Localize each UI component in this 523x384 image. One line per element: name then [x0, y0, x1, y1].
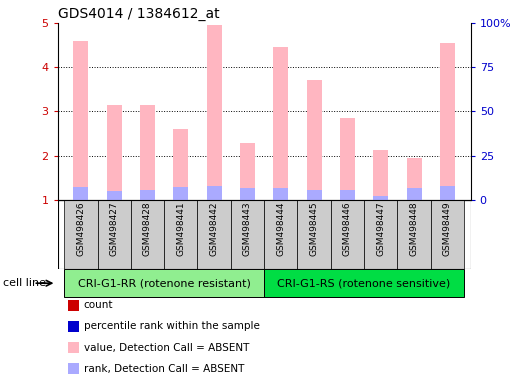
Bar [73, 187, 88, 200]
FancyBboxPatch shape [264, 200, 298, 269]
Text: GSM498443: GSM498443 [243, 202, 252, 257]
Bar [240, 188, 255, 200]
Text: GSM498427: GSM498427 [110, 202, 119, 257]
FancyBboxPatch shape [431, 200, 464, 269]
Bar [107, 105, 122, 200]
Text: percentile rank within the sample: percentile rank within the sample [84, 321, 259, 331]
Text: GSM498447: GSM498447 [376, 202, 385, 257]
FancyBboxPatch shape [397, 200, 431, 269]
Bar [207, 25, 222, 200]
FancyBboxPatch shape [364, 200, 397, 269]
Bar [173, 129, 188, 200]
Bar [140, 105, 155, 200]
Text: GSM498445: GSM498445 [310, 202, 319, 257]
FancyBboxPatch shape [298, 200, 331, 269]
Text: CRI-G1-RR (rotenone resistant): CRI-G1-RR (rotenone resistant) [78, 278, 251, 288]
Bar [440, 43, 455, 200]
Bar [306, 190, 322, 200]
Bar [107, 191, 122, 200]
Text: GSM498428: GSM498428 [143, 202, 152, 257]
FancyBboxPatch shape [64, 200, 97, 269]
FancyBboxPatch shape [231, 200, 264, 269]
Bar [340, 190, 355, 200]
Text: GSM498426: GSM498426 [76, 202, 85, 257]
Text: GSM498441: GSM498441 [176, 202, 185, 257]
Bar [440, 187, 455, 200]
Text: CRI-G1-RS (rotenone sensitive): CRI-G1-RS (rotenone sensitive) [277, 278, 451, 288]
Text: GSM498448: GSM498448 [410, 202, 418, 257]
Bar [406, 188, 422, 200]
Bar [306, 81, 322, 200]
Text: GSM498449: GSM498449 [443, 202, 452, 257]
FancyBboxPatch shape [131, 200, 164, 269]
Bar [373, 196, 388, 200]
Bar [73, 41, 88, 200]
Bar [240, 143, 255, 200]
FancyBboxPatch shape [331, 200, 364, 269]
Text: cell line: cell line [3, 278, 46, 288]
Bar [340, 118, 355, 200]
Bar [274, 188, 288, 200]
Bar [373, 150, 388, 200]
Bar [207, 187, 222, 200]
Text: GSM498442: GSM498442 [210, 202, 219, 256]
FancyBboxPatch shape [64, 270, 264, 297]
Text: GDS4014 / 1384612_at: GDS4014 / 1384612_at [58, 7, 219, 21]
FancyBboxPatch shape [164, 200, 198, 269]
FancyBboxPatch shape [97, 200, 131, 269]
Text: count: count [84, 300, 113, 310]
Text: value, Detection Call = ABSENT: value, Detection Call = ABSENT [84, 343, 249, 353]
FancyBboxPatch shape [264, 270, 464, 297]
Text: rank, Detection Call = ABSENT: rank, Detection Call = ABSENT [84, 364, 244, 374]
Bar [274, 47, 288, 200]
Bar [140, 190, 155, 200]
Text: GSM498444: GSM498444 [276, 202, 285, 256]
FancyBboxPatch shape [198, 200, 231, 269]
Bar [173, 187, 188, 200]
Bar [406, 158, 422, 200]
Text: GSM498446: GSM498446 [343, 202, 352, 257]
